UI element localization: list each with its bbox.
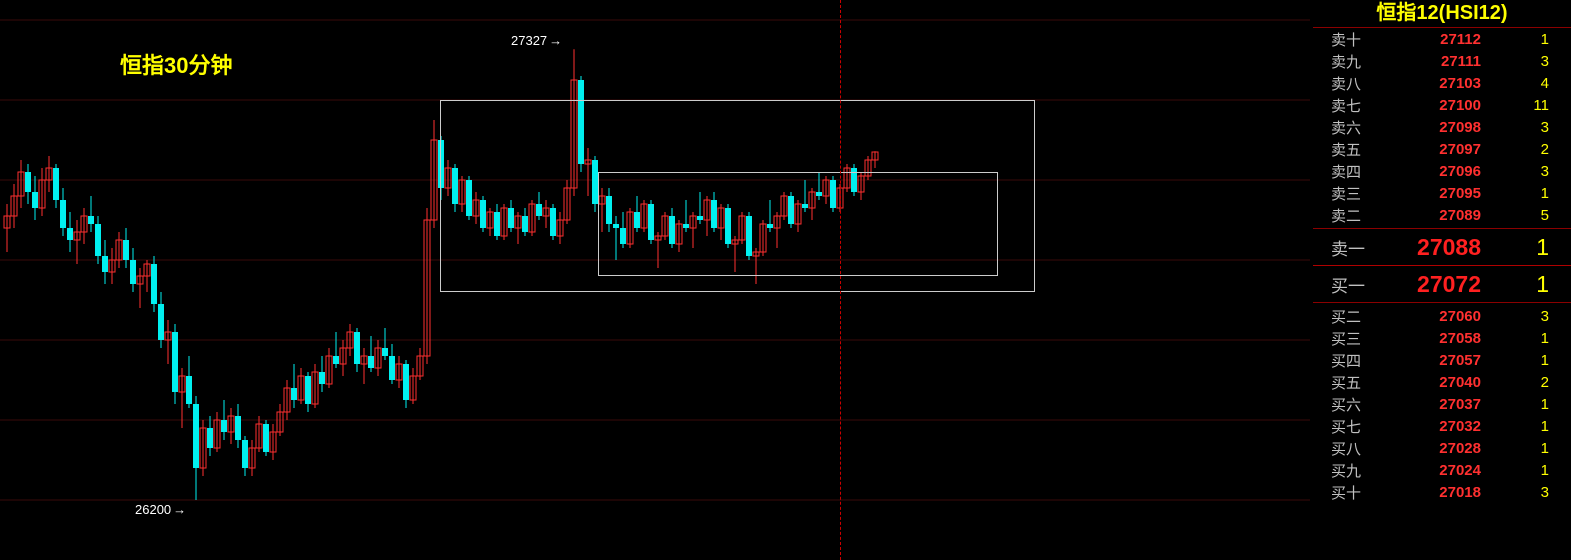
orderbook-price: 27060	[1386, 308, 1481, 325]
orderbook-price: 27024	[1386, 462, 1481, 479]
orderbook-price: 27018	[1386, 484, 1481, 501]
orderbook-row[interactable]: 卖九271113	[1313, 50, 1571, 72]
orderbook-qty: 1	[1481, 440, 1561, 457]
orderbook-label: 买五	[1331, 372, 1386, 393]
orderbook-row[interactable]: 卖三270951	[1313, 182, 1571, 204]
orderbook-label: 卖五	[1331, 139, 1386, 160]
orderbook-label: 卖六	[1331, 117, 1386, 138]
orderbook-row[interactable]: 卖二270895	[1313, 204, 1571, 226]
orderbook-label: 卖二	[1331, 205, 1386, 226]
orderbook-label: 买一	[1331, 272, 1386, 297]
orderbook-row[interactable]: 买一270721	[1313, 268, 1571, 300]
orderbook-qty: 1	[1481, 352, 1561, 369]
orderbook-label: 卖十	[1331, 29, 1386, 50]
orderbook-label: 卖九	[1331, 51, 1386, 72]
orderbook-price: 27040	[1386, 374, 1481, 391]
orderbook-row[interactable]: 卖四270963	[1313, 160, 1571, 182]
orderbook-label: 卖三	[1331, 183, 1386, 204]
orderbook-label: 买六	[1331, 394, 1386, 415]
orderbook-separator	[1313, 228, 1571, 229]
orderbook-price: 27072	[1386, 271, 1481, 298]
orderbook-row[interactable]: 买十270183	[1313, 481, 1571, 503]
panel-title: 恒指12(HSI12)	[1313, 0, 1571, 28]
orderbook-price: 27032	[1386, 418, 1481, 435]
orderbook-row[interactable]: 买三270581	[1313, 327, 1571, 349]
orderbook-price: 27112	[1386, 31, 1481, 48]
orderbook-price: 27111	[1386, 53, 1481, 70]
orderbook-qty: 1	[1481, 185, 1561, 202]
orderbook-label: 买四	[1331, 350, 1386, 371]
orderbook-price: 27095	[1386, 185, 1481, 202]
orderbook-qty: 3	[1481, 484, 1561, 501]
orderbook-price: 27098	[1386, 119, 1481, 136]
orderbook-qty: 1	[1481, 330, 1561, 347]
orderbook-qty: 1	[1481, 418, 1561, 435]
orderbook-price: 27058	[1386, 330, 1481, 347]
orderbook-row[interactable]: 买八270281	[1313, 437, 1571, 459]
orderbook-row[interactable]: 买四270571	[1313, 349, 1571, 371]
chart-title-annotation: 恒指30分钟	[120, 48, 232, 80]
orderbook-row[interactable]: 买六270371	[1313, 393, 1571, 415]
orderbook-qty: 3	[1481, 308, 1561, 325]
orderbook-price: 27089	[1386, 207, 1481, 224]
orderbook-row[interactable]: 买二270603	[1313, 305, 1571, 327]
orderbook-label: 买三	[1331, 328, 1386, 349]
orderbook-qty: 1	[1481, 234, 1561, 261]
orderbook-qty: 3	[1481, 119, 1561, 136]
orderbook-row[interactable]: 卖一270881	[1313, 231, 1571, 263]
orderbook-price: 27057	[1386, 352, 1481, 369]
orderbook-row[interactable]: 买九270241	[1313, 459, 1571, 481]
orderbook-label: 买八	[1331, 438, 1386, 459]
orderbook-price: 27037	[1386, 396, 1481, 413]
orderbook-row[interactable]: 卖六270983	[1313, 116, 1571, 138]
orderbook-qty: 5	[1481, 207, 1561, 224]
orderbook-label: 卖八	[1331, 73, 1386, 94]
orderbook-qty: 2	[1481, 141, 1561, 158]
orderbook-qty: 3	[1481, 53, 1561, 70]
orderbook-qty: 1	[1481, 31, 1561, 48]
orderbook-separator	[1313, 302, 1571, 303]
orderbook-row[interactable]: 买七270321	[1313, 415, 1571, 437]
crosshair-vertical	[840, 0, 841, 560]
orderbook-qty: 11	[1481, 97, 1561, 114]
orderbook-price: 27088	[1386, 234, 1481, 261]
orderbook-label: 卖四	[1331, 161, 1386, 182]
orderbook-row[interactable]: 卖七2710011	[1313, 94, 1571, 116]
orderbook-row[interactable]: 卖十271121	[1313, 28, 1571, 50]
orderbook-label: 买十	[1331, 482, 1386, 503]
candlestick-chart[interactable]: 恒指30分钟 27327→ 26200→	[0, 0, 1310, 560]
orderbook-qty: 2	[1481, 374, 1561, 391]
orderbook-label: 买七	[1331, 416, 1386, 437]
orderbook-qty: 1	[1481, 462, 1561, 479]
orderbook-row[interactable]: 卖五270972	[1313, 138, 1571, 160]
orderbook-qty: 1	[1481, 396, 1561, 413]
orderbook-row[interactable]: 卖八271034	[1313, 72, 1571, 94]
orderbook-qty: 4	[1481, 75, 1561, 92]
orderbook-label: 卖一	[1331, 235, 1386, 260]
orderbook-qty: 1	[1481, 271, 1561, 298]
orderbook-price: 27100	[1386, 97, 1481, 114]
orderbook-label: 买二	[1331, 306, 1386, 327]
orderbook-price: 27096	[1386, 163, 1481, 180]
low-price-label: 26200→	[135, 502, 186, 517]
orderbook-price: 27097	[1386, 141, 1481, 158]
orderbook-row[interactable]: 买五270402	[1313, 371, 1571, 393]
orderbook-label: 卖七	[1331, 95, 1386, 116]
orderbook-label: 买九	[1331, 460, 1386, 481]
orderbook-price: 27103	[1386, 75, 1481, 92]
orderbook-separator	[1313, 265, 1571, 266]
high-price-label: 27327→	[511, 33, 562, 48]
orderbook-price: 27028	[1386, 440, 1481, 457]
orderbook-qty: 3	[1481, 163, 1561, 180]
orderbook-panel: 恒指12(HSI12) 卖十271121卖九271113卖八271034卖七27…	[1313, 0, 1571, 560]
